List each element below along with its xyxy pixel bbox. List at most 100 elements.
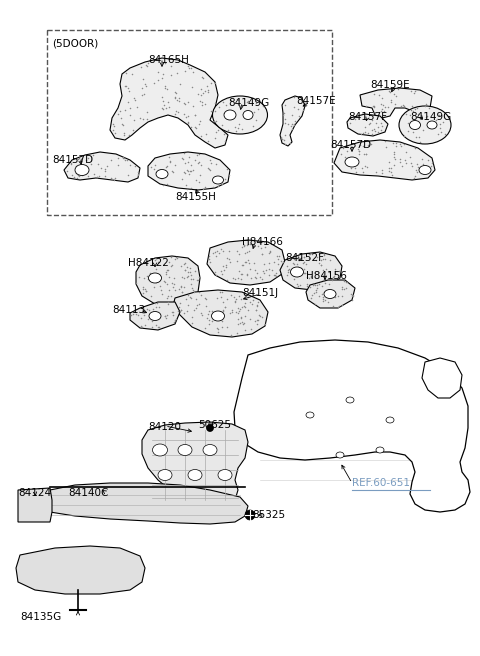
Point <box>173 253 181 263</box>
Point <box>237 274 245 285</box>
Point <box>390 137 397 148</box>
Point <box>187 182 195 193</box>
Point <box>378 167 385 178</box>
Point <box>407 158 415 169</box>
Point <box>217 292 225 302</box>
Point <box>144 60 151 71</box>
Point <box>186 266 193 277</box>
Point <box>396 139 404 150</box>
Point <box>377 125 385 136</box>
Point <box>247 264 254 274</box>
Point <box>160 276 168 287</box>
Point <box>252 316 259 326</box>
Point <box>147 161 155 172</box>
Point <box>225 253 233 264</box>
Point <box>326 255 334 266</box>
Point <box>308 249 316 260</box>
Point <box>243 96 251 107</box>
Point <box>218 286 226 297</box>
Point <box>121 81 129 91</box>
Point <box>141 284 149 295</box>
Point <box>295 110 303 121</box>
Point <box>114 109 121 119</box>
Point <box>279 110 287 120</box>
Point <box>180 99 188 110</box>
Point <box>434 129 442 139</box>
Point <box>378 104 385 114</box>
Point <box>125 86 133 96</box>
Point <box>180 273 188 283</box>
Point <box>312 299 319 310</box>
Point <box>186 262 193 273</box>
Point <box>166 285 173 295</box>
Point <box>187 279 194 289</box>
Point <box>369 125 376 135</box>
Point <box>167 291 175 301</box>
Point <box>419 125 427 136</box>
Point <box>181 265 189 276</box>
Point <box>214 181 221 192</box>
Point <box>172 92 180 102</box>
Point <box>199 73 206 83</box>
Point <box>180 282 188 293</box>
Point <box>189 285 196 295</box>
Point <box>223 261 230 272</box>
Point <box>217 243 225 254</box>
Point <box>264 257 272 268</box>
Text: 85325: 85325 <box>252 510 285 520</box>
Point <box>138 83 146 94</box>
Point <box>205 306 213 316</box>
Point <box>227 289 235 300</box>
Point <box>218 269 226 279</box>
Point <box>234 273 242 283</box>
Point <box>193 275 201 285</box>
Ellipse shape <box>213 176 224 184</box>
Point <box>346 117 354 128</box>
Ellipse shape <box>149 312 161 321</box>
Point <box>230 292 238 302</box>
Point <box>243 247 251 257</box>
Point <box>349 290 357 300</box>
Point <box>410 87 418 98</box>
Point <box>220 265 228 276</box>
Point <box>153 298 161 309</box>
Point <box>168 306 176 317</box>
Point <box>265 270 273 280</box>
Point <box>129 68 136 79</box>
Point <box>265 248 273 258</box>
Point <box>180 258 188 269</box>
Point <box>240 298 248 308</box>
Point <box>439 117 447 128</box>
Point <box>394 84 401 94</box>
Point <box>161 81 169 92</box>
Polygon shape <box>306 280 355 308</box>
Point <box>315 279 323 289</box>
Point <box>414 161 421 172</box>
Point <box>387 167 395 177</box>
Point <box>196 119 204 129</box>
Point <box>205 164 213 174</box>
Point <box>238 242 246 253</box>
Text: 84151J: 84151J <box>242 288 278 298</box>
Point <box>97 162 105 173</box>
Point <box>75 171 83 181</box>
Point <box>135 272 143 283</box>
Point <box>129 309 136 319</box>
Point <box>223 274 231 285</box>
Point <box>288 124 296 134</box>
Point <box>163 265 171 276</box>
Point <box>385 157 393 167</box>
Point <box>185 166 192 176</box>
Point <box>416 132 423 142</box>
Point <box>252 319 260 329</box>
Point <box>178 287 185 297</box>
Point <box>300 251 308 262</box>
Point <box>427 161 434 171</box>
Point <box>355 149 363 159</box>
Point <box>370 89 377 99</box>
Point <box>178 305 185 316</box>
Point <box>72 167 80 178</box>
Point <box>284 265 292 276</box>
Point <box>290 274 298 285</box>
Point <box>221 136 228 146</box>
